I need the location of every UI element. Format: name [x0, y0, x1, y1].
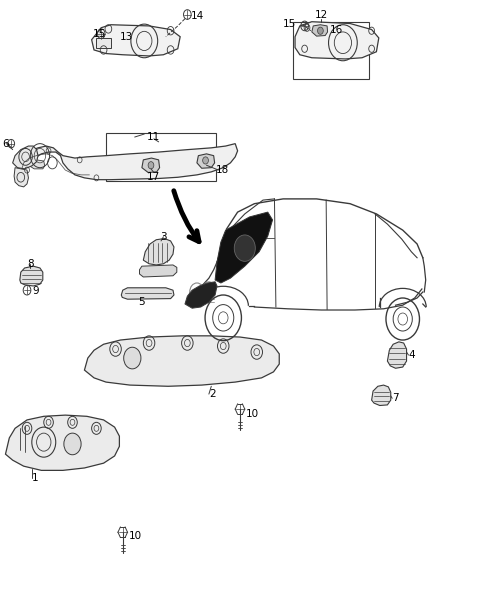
- Polygon shape: [14, 168, 28, 187]
- Polygon shape: [144, 238, 174, 265]
- Circle shape: [234, 235, 255, 261]
- Bar: [96, 38, 111, 48]
- Text: 14: 14: [191, 11, 204, 20]
- Polygon shape: [387, 342, 407, 368]
- Polygon shape: [92, 25, 180, 56]
- Bar: [106, 133, 216, 181]
- Circle shape: [64, 433, 81, 455]
- Polygon shape: [17, 144, 238, 179]
- Polygon shape: [140, 265, 177, 277]
- Polygon shape: [215, 212, 273, 283]
- Text: 18: 18: [216, 165, 229, 175]
- Text: 15: 15: [283, 19, 296, 28]
- Polygon shape: [197, 154, 215, 169]
- Text: 12: 12: [315, 10, 328, 19]
- Circle shape: [124, 347, 141, 369]
- Text: 4: 4: [408, 350, 415, 360]
- Circle shape: [203, 157, 208, 164]
- Polygon shape: [29, 160, 45, 169]
- Polygon shape: [121, 288, 174, 299]
- Text: 13: 13: [120, 32, 132, 42]
- Circle shape: [148, 162, 154, 169]
- Text: 16: 16: [330, 25, 343, 34]
- Polygon shape: [12, 146, 38, 169]
- Text: 2: 2: [209, 389, 216, 399]
- Text: 1: 1: [32, 473, 38, 483]
- Circle shape: [318, 27, 323, 34]
- Text: 9: 9: [33, 287, 39, 296]
- Text: 3: 3: [160, 232, 167, 242]
- Polygon shape: [295, 22, 379, 59]
- Polygon shape: [20, 266, 43, 286]
- Text: 11: 11: [147, 132, 160, 142]
- Text: 5: 5: [139, 297, 145, 307]
- Text: 17: 17: [147, 172, 160, 182]
- Text: 10: 10: [246, 409, 259, 419]
- Bar: [293, 22, 369, 79]
- Text: 6: 6: [2, 138, 9, 149]
- Polygon shape: [5, 415, 120, 470]
- Polygon shape: [312, 25, 327, 36]
- Polygon shape: [185, 282, 217, 308]
- Text: 10: 10: [129, 532, 142, 541]
- Polygon shape: [142, 158, 159, 172]
- Text: 7: 7: [392, 393, 399, 403]
- Text: 8: 8: [27, 259, 34, 268]
- Polygon shape: [372, 385, 391, 406]
- Polygon shape: [84, 336, 279, 386]
- Text: 15: 15: [93, 29, 106, 39]
